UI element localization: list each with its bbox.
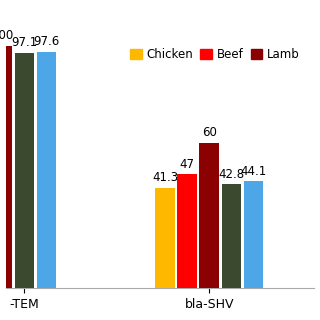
Text: 60: 60: [202, 126, 217, 139]
Text: 47: 47: [180, 157, 195, 171]
Text: 42.8: 42.8: [218, 168, 244, 181]
Bar: [37, 52, 56, 288]
Bar: [177, 174, 197, 288]
Bar: [199, 143, 219, 288]
Text: 41.3: 41.3: [152, 172, 178, 184]
Text: 97.1: 97.1: [11, 36, 37, 49]
Text: 44.1: 44.1: [240, 164, 267, 178]
Bar: [0, 46, 12, 288]
Legend: Chicken, Beef, Lamb: Chicken, Beef, Lamb: [125, 43, 305, 66]
Bar: [15, 53, 34, 288]
Text: 100: 100: [0, 29, 13, 42]
Bar: [155, 188, 175, 288]
Text: 97.6: 97.6: [33, 35, 60, 48]
Bar: [221, 184, 241, 288]
Bar: [244, 181, 263, 288]
